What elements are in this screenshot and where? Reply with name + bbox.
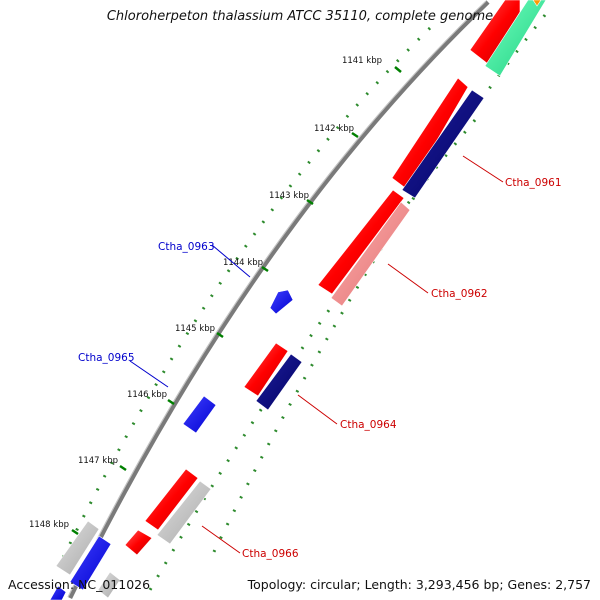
gene-label-ctha-0961: Ctha_0961 (505, 177, 562, 189)
tick-mark (71, 528, 79, 536)
genome-backbone (67, 0, 490, 599)
tick-label: 1141 kbp (342, 56, 382, 66)
tick-label: 1144 kbp (223, 258, 263, 268)
tick-mark (306, 198, 314, 206)
feature-gene-ctha-0964 (243, 342, 289, 397)
feature-cds-ctha-0966 (156, 480, 212, 545)
tick-marks (71, 66, 402, 536)
tick-labels: 1141 kbp 1142 kbp 1143 kbp 1144 kbp 1145… (29, 56, 382, 530)
genome-summary: Topology: circular; Length: 3,293,456 bp… (247, 577, 591, 592)
feature-gene-top-orange (532, 0, 542, 7)
genome-backbone-highlight (67, 0, 487, 598)
feature-gene-bottom-blue (69, 535, 112, 591)
tick-mark (119, 464, 127, 472)
feature-gene-bottom-gray (55, 520, 100, 576)
feature-cds-ctha-0964 (255, 353, 303, 411)
tick-mark (351, 131, 359, 139)
tick-mark (394, 66, 402, 73)
tick-label: 1148 kbp (29, 520, 69, 530)
tick-mark (216, 331, 224, 339)
gene-label-ctha-0962: Ctha_0962 (431, 288, 488, 300)
feature-gene-ctha-0962 (317, 189, 405, 295)
feature-gene-top-green (484, 0, 547, 77)
leader-ctha-0962 (387, 263, 429, 294)
gene-label-ctha-0965: Ctha_0965 (78, 352, 135, 364)
feature-gene-ctha-0965 (182, 395, 217, 434)
gene-label-ctha-0963: Ctha_0963 (158, 241, 215, 253)
tick-label: 1145 kbp (175, 324, 215, 334)
gene-labels: Ctha_0961 Ctha_0962 Ctha_0963 Ctha_0964 … (78, 177, 562, 560)
feature-cds-ctha-0961 (401, 89, 485, 199)
feature-gene-edge-gray (97, 571, 121, 599)
label-leaders (129, 155, 504, 554)
feature-cds-ctha-0962 (330, 201, 411, 307)
tick-label: 1147 kbp (78, 456, 118, 466)
tick-label: 1146 kbp (127, 390, 167, 400)
feature-gene-edge-blue (49, 585, 67, 600)
gene-label-ctha-0966: Ctha_0966 (242, 548, 299, 560)
feature-blocks (49, 0, 547, 600)
accession-label: Accession: NC_011026 (8, 577, 151, 592)
leader-ctha-0961 (462, 155, 504, 183)
tick-mark (261, 265, 269, 273)
tick-mark (167, 398, 175, 406)
tick-label: 1142 kbp (314, 124, 354, 134)
leader-ctha-0965 (129, 360, 169, 388)
tick-label: 1143 kbp (269, 191, 309, 201)
leader-ctha-0964 (297, 394, 338, 425)
leader-ctha-0966 (201, 525, 241, 554)
leader-ctha-0963 (211, 244, 251, 278)
feature-gene-ctha-0966 (144, 468, 199, 531)
feature-gene-ctha-0963 (269, 289, 294, 315)
gene-label-ctha-0964: Ctha_0964 (340, 419, 397, 431)
outer-dot-track (208, 14, 547, 561)
page-title: Chloroherpeton thalassium ATCC 35110, co… (106, 9, 494, 24)
feature-gene-small-red (124, 529, 153, 556)
inner-dot-track (148, 119, 477, 591)
